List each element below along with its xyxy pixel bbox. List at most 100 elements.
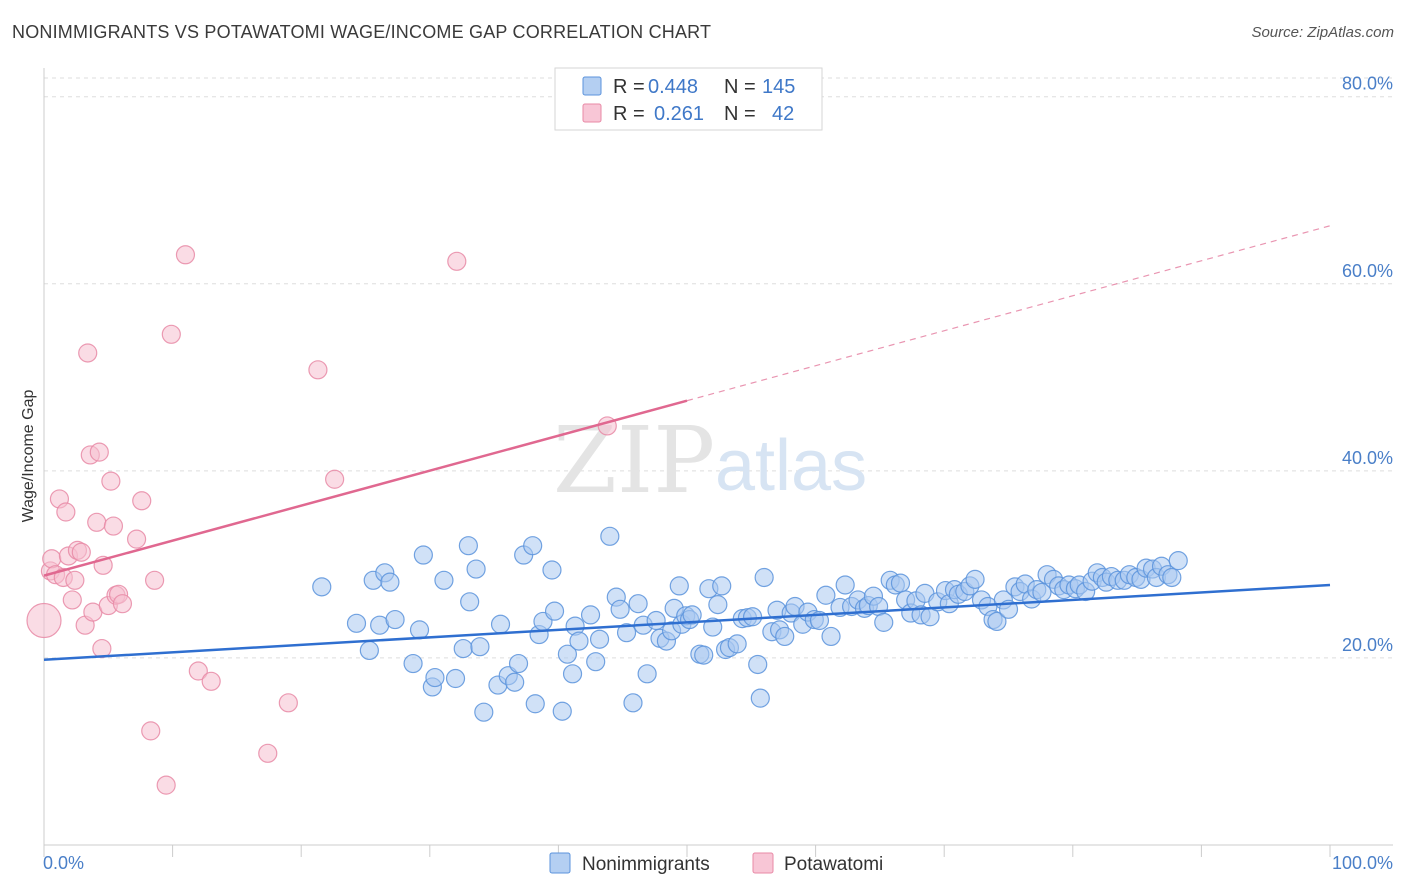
point-potawatomi (258, 743, 278, 763)
point-nonimmigrants (610, 599, 630, 619)
point-potawatomi (278, 693, 298, 713)
point-nonimmigrants (562, 664, 583, 684)
point-potawatomi (26, 602, 62, 639)
point-nonimmigrants (694, 645, 714, 665)
point-potawatomi (65, 570, 85, 590)
point-nonimmigrants (1162, 567, 1182, 588)
point-nonimmigrants (490, 614, 511, 634)
legend-swatch-pink (582, 103, 602, 123)
legend-r-value: 0.448 (648, 76, 698, 98)
point-nonimmigrants (508, 653, 529, 674)
watermark-atlas: atlas (715, 426, 867, 506)
point-potawatomi (156, 775, 176, 795)
point-potawatomi (112, 594, 133, 614)
point-potawatomi (308, 360, 328, 380)
point-nonimmigrants (987, 611, 1007, 632)
point-nonimmigrants (460, 592, 480, 612)
point-potawatomi (78, 343, 98, 363)
point-potawatomi (141, 721, 161, 741)
point-nonimmigrants (750, 688, 770, 708)
point-potawatomi (101, 471, 121, 491)
point-nonimmigrants (458, 536, 478, 556)
watermark-zip: ZIP (553, 407, 715, 514)
x-tick-label-min: 0.0% (43, 853, 84, 873)
series-label-potawatomi: Potawatomi (784, 854, 883, 875)
point-nonimmigrants (586, 652, 606, 672)
data-points (26, 245, 1188, 795)
legend-r-label: R = (613, 76, 645, 98)
point-nonimmigrants (600, 526, 620, 546)
watermark: ZIP atlas (553, 407, 867, 514)
point-nonimmigrants (346, 613, 367, 633)
point-nonimmigrants (580, 605, 601, 625)
point-potawatomi (103, 516, 124, 536)
grid (44, 77, 1393, 659)
point-nonimmigrants (742, 607, 763, 627)
point-potawatomi (71, 542, 91, 562)
x-tick-label-max: 100.0% (1332, 853, 1393, 873)
trend-lines (43, 225, 1331, 662)
point-nonimmigrants (637, 664, 657, 684)
legend-r-value: 0.261 (654, 103, 704, 125)
point-nonimmigrants (359, 640, 379, 661)
point-nonimmigrants (425, 667, 445, 688)
point-nonimmigrants (775, 626, 795, 647)
series-swatch-nonimmigrants (549, 852, 571, 874)
point-nonimmigrants (434, 570, 454, 590)
point-nonimmigrants (403, 653, 423, 674)
point-potawatomi (175, 245, 196, 265)
point-nonimmigrants (890, 573, 911, 593)
point-nonimmigrants (557, 644, 578, 664)
point-potawatomi (132, 491, 152, 511)
legend-n-label: N = (724, 76, 756, 98)
point-nonimmigrants (523, 536, 543, 556)
point-nonimmigrants (727, 634, 747, 654)
series-legend: Nonimmigrants Potawatomi (549, 852, 883, 875)
point-potawatomi (87, 512, 107, 532)
point-nonimmigrants (754, 567, 774, 588)
point-nonimmigrants (682, 605, 702, 625)
trend-extension-potawatomi (686, 225, 1331, 402)
series-swatch-potawatomi (752, 852, 774, 874)
point-potawatomi (188, 661, 208, 681)
point-potawatomi (447, 251, 467, 271)
point-nonimmigrants (816, 585, 836, 605)
point-nonimmigrants (474, 702, 494, 722)
point-nonimmigrants (874, 612, 894, 632)
point-nonimmigrants (669, 576, 689, 596)
point-nonimmigrants (646, 610, 666, 631)
y-tick-labels: 20.0% 40.0% 60.0% 80.0% (1342, 74, 1393, 655)
point-nonimmigrants (569, 631, 589, 651)
point-potawatomi (89, 442, 109, 462)
y-tick-label: 20.0% (1342, 635, 1393, 655)
trend-line-nonimmigrants (43, 583, 1331, 662)
point-potawatomi (325, 469, 345, 489)
point-nonimmigrants (470, 637, 490, 657)
point-nonimmigrants (385, 609, 405, 630)
point-potawatomi (42, 549, 62, 569)
legend-r-label: R = (613, 103, 645, 125)
point-nonimmigrants (544, 601, 565, 621)
point-nonimmigrants (821, 626, 841, 647)
point-nonimmigrants (1168, 551, 1188, 571)
point-nonimmigrants (312, 577, 332, 597)
point-nonimmigrants (708, 595, 728, 615)
point-nonimmigrants (552, 701, 572, 721)
legend-n-value: 145 (762, 76, 795, 98)
stats-legend: R = 0.448 N = 145 R = 0.261 N = 42 (554, 67, 823, 131)
y-axis-label: Wage/Income Gap (20, 390, 37, 523)
point-potawatomi (201, 671, 221, 691)
legend-swatch-blue (582, 76, 602, 96)
point-nonimmigrants (748, 654, 768, 675)
point-nonimmigrants (628, 594, 648, 614)
trend-line-potawatomi (43, 399, 688, 577)
point-nonimmigrants (413, 545, 433, 565)
point-nonimmigrants (380, 572, 400, 592)
axes (43, 68, 1393, 857)
point-potawatomi (56, 502, 76, 522)
point-nonimmigrants (505, 672, 525, 692)
point-potawatomi (62, 590, 82, 610)
point-nonimmigrants (616, 623, 637, 643)
point-nonimmigrants (589, 629, 610, 649)
